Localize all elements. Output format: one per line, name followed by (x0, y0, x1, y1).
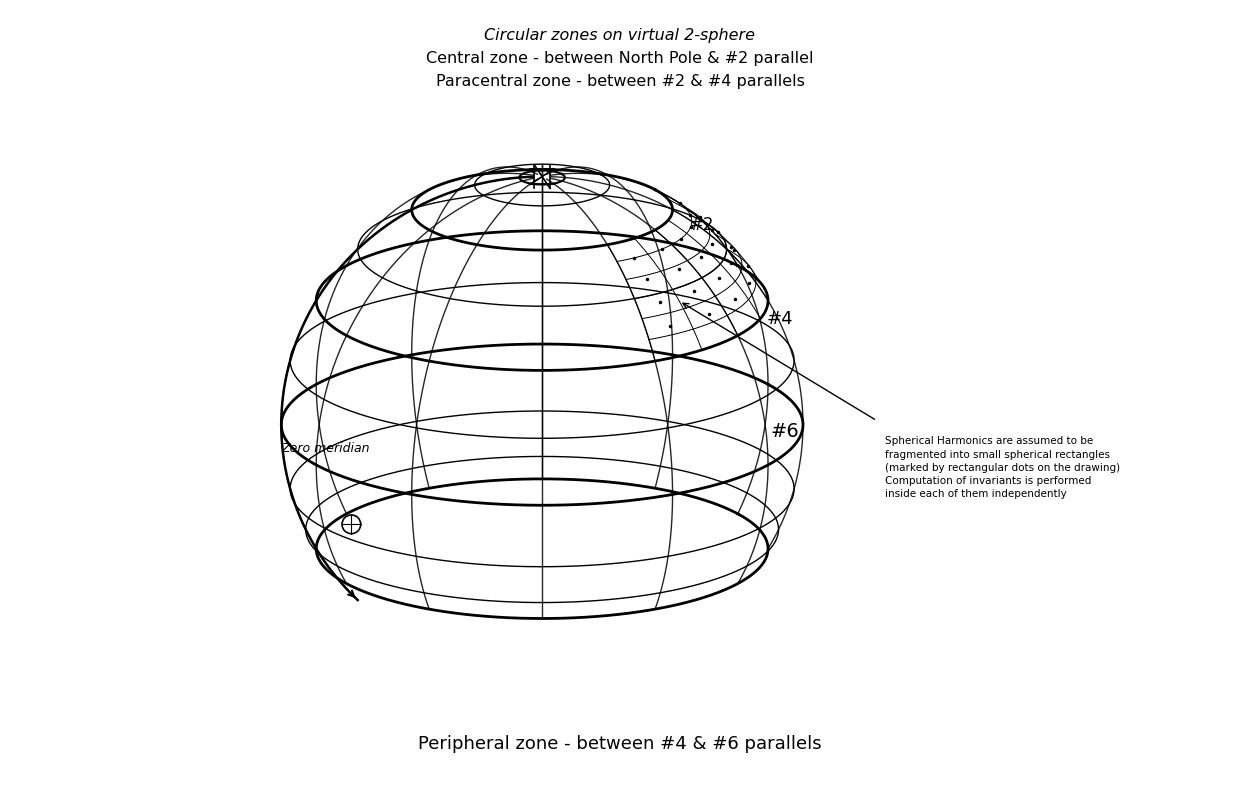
Text: #2: #2 (689, 216, 714, 234)
Text: #4: #4 (768, 310, 794, 327)
Text: #6: #6 (770, 423, 800, 442)
Text: Peripheral zone - between #4 & #6 parallels: Peripheral zone - between #4 & #6 parall… (418, 735, 822, 753)
Text: Zero meridian: Zero meridian (281, 442, 370, 455)
Text: Central zone - between North Pole & #2 parallel: Central zone - between North Pole & #2 p… (427, 51, 813, 66)
Text: Circular zones on virtual 2-sphere: Circular zones on virtual 2-sphere (485, 28, 755, 42)
Text: Spherical Harmonics are assumed to be
fragmented into small spherical rectangles: Spherical Harmonics are assumed to be fr… (885, 436, 1120, 499)
Text: Paracentral zone - between #2 & #4 parallels: Paracentral zone - between #2 & #4 paral… (435, 74, 805, 89)
